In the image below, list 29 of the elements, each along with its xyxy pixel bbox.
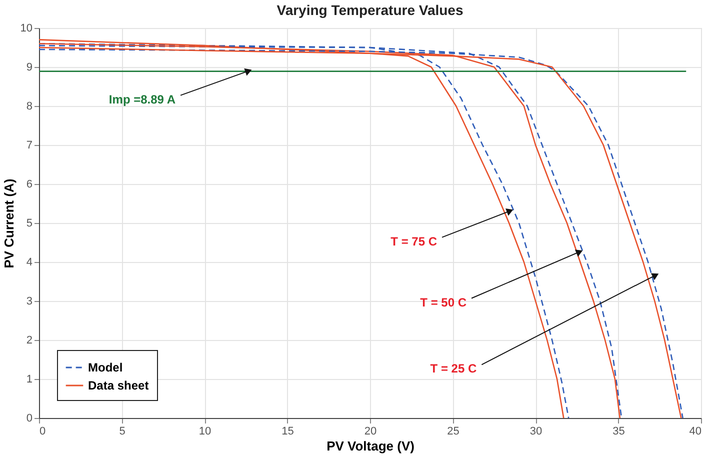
annotation: T = 50 C [420,295,467,310]
x-tick-label: 35 [612,426,625,438]
x-tick-label: 30 [530,426,542,438]
y-tick-label: 4 [26,256,32,268]
y-tick-label: 0 [26,412,32,424]
legend-label: Model [88,360,123,374]
x-tick-label: 5 [119,426,126,438]
x-tick-label: 0 [40,426,46,438]
y-tick-label: 5 [26,218,32,230]
y-tick-label: 9 [26,62,32,74]
x-tick-label: 15 [282,426,294,438]
legend-label: Data sheet [88,378,149,392]
y-tick-label: 7 [26,140,32,152]
y-tick-label: 6 [26,178,32,190]
y-axis-title: PV Current (A) [1,178,16,268]
x-tick-label: 10 [198,426,212,438]
annotation: Imp =8.89 A [108,92,176,106]
x-tick-label: 25 [447,426,460,438]
annotation: T = 75 C [390,234,438,248]
y-tick-label: 8 [26,100,32,112]
y-tick-label: 3 [26,296,32,308]
x-tick-label: 20 [364,426,377,438]
x-axis-title: PV Voltage (V) [326,438,414,454]
y-tick-label: 10 [20,22,32,34]
annotation: T = 25 C [430,362,477,376]
y-tick-label: 2 [26,334,32,346]
chart-title: Varying Temperature Values [276,2,464,18]
y-tick-label: 1 [26,374,32,386]
x-tick-label: 40 [689,426,702,438]
